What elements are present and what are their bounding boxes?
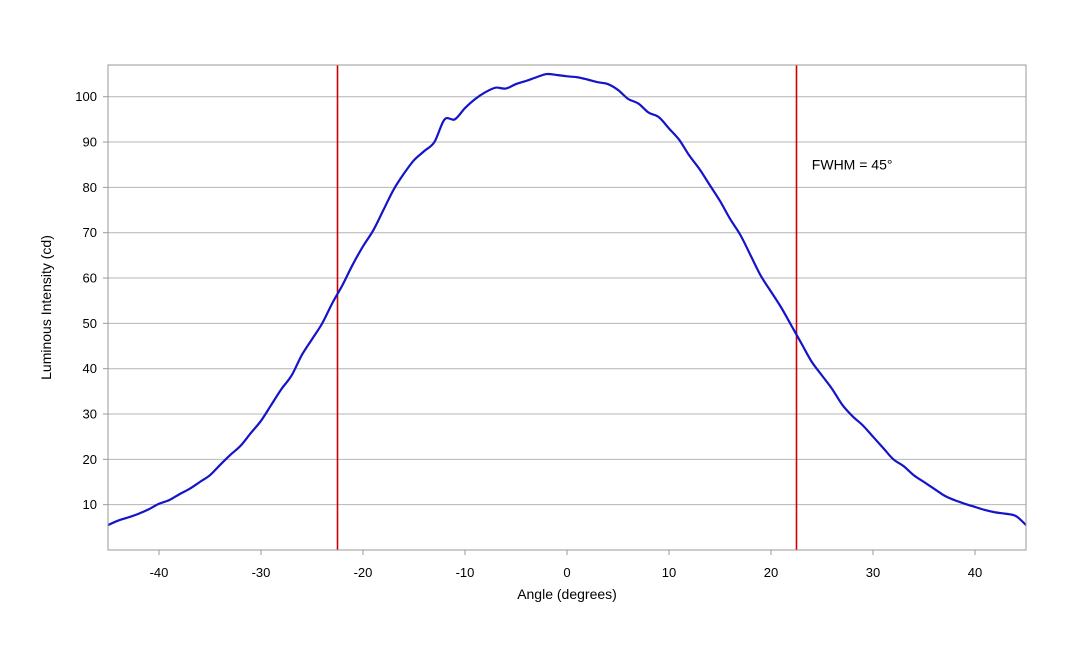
- y-tick-label: 30: [83, 407, 97, 422]
- x-tick-label: 0: [563, 565, 570, 580]
- series-group: [107, 72, 1027, 527]
- y-tick-label: 80: [83, 180, 97, 195]
- x-axis-title: Angle (degrees): [517, 586, 617, 602]
- y-tick-label: 90: [83, 135, 97, 150]
- plot-frame: [107, 64, 1027, 551]
- x-tick-label: -30: [252, 565, 271, 580]
- x-tick-label: 40: [968, 565, 982, 580]
- y-tick-label: 60: [83, 271, 97, 286]
- x-axis: -40 -30 -20 -10 0 10 20 30 40: [150, 550, 982, 580]
- series-line: [107, 72, 1027, 527]
- y-tick-label: 70: [83, 225, 97, 240]
- x-tick-label: -40: [150, 565, 169, 580]
- x-tick-label: -20: [354, 565, 373, 580]
- y-tick-label: 20: [83, 452, 97, 467]
- fwhm-lines: [336, 65, 798, 550]
- x-tick-label: 30: [866, 565, 880, 580]
- y-tick-label: 10: [83, 497, 97, 512]
- y-tick-label: 100: [75, 89, 97, 104]
- fwhm-annotation: FWHM = 45°: [812, 156, 893, 172]
- y-tick-label: 50: [83, 316, 97, 331]
- x-tick-label: 20: [764, 565, 778, 580]
- x-tick-label: -10: [456, 565, 475, 580]
- x-tick-label: 10: [662, 565, 676, 580]
- grid-lines: [108, 96, 1026, 506]
- y-axis-title: Luminous Intensity (cd): [38, 235, 54, 380]
- y-axis: 10 20 30 40 50 60 70 80 90 100: [75, 89, 108, 512]
- y-tick-label: 40: [83, 361, 97, 376]
